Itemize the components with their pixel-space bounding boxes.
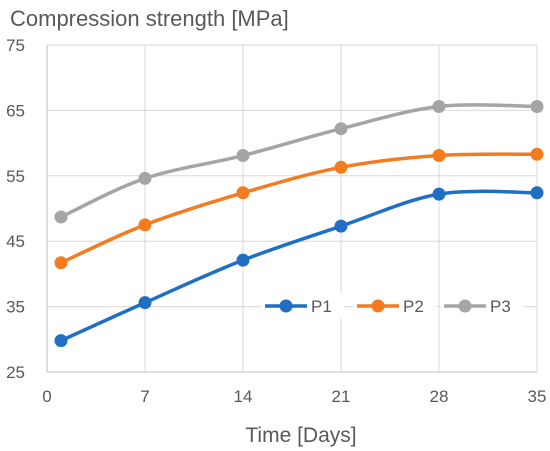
- data-point: [138, 296, 152, 310]
- x-tick-label: 14: [234, 387, 253, 406]
- data-point: [236, 253, 250, 267]
- x-tick-label: 21: [332, 387, 351, 406]
- y-tick-label: 35: [6, 298, 25, 317]
- data-point: [432, 99, 446, 113]
- grid-lines: [47, 44, 538, 372]
- legend-label: P3: [490, 297, 511, 316]
- data-point: [138, 218, 152, 232]
- series-p2: [54, 147, 544, 270]
- data-point: [54, 210, 68, 224]
- series-line: [59, 189, 539, 343]
- x-axis-title: Time [Days]: [245, 424, 356, 447]
- series-line: [59, 152, 539, 265]
- series-layer: [54, 99, 544, 348]
- legend-item-p2: P2: [354, 294, 436, 318]
- legend: P1 P2 P3: [262, 294, 523, 318]
- data-point: [334, 122, 348, 136]
- legend-label: P2: [403, 297, 424, 316]
- y-tick-label: 75: [6, 36, 25, 55]
- legend-label: P1: [311, 297, 332, 316]
- data-point: [138, 171, 152, 185]
- series-p1: [54, 186, 544, 348]
- chart-title: Compression strength [MPa]: [10, 6, 289, 31]
- data-point: [530, 186, 544, 200]
- legend-item-p1: P1: [262, 294, 344, 318]
- data-point: [530, 147, 544, 161]
- x-tick-label: 0: [42, 387, 51, 406]
- data-point: [530, 99, 544, 113]
- data-point: [432, 187, 446, 201]
- data-point: [334, 160, 348, 174]
- data-point: [54, 256, 68, 270]
- series-line: [59, 103, 539, 219]
- legend-marker: [371, 299, 385, 313]
- y-tick-label: 65: [6, 101, 25, 120]
- data-point: [236, 186, 250, 200]
- x-tick-label: 28: [430, 387, 449, 406]
- legend-marker: [279, 299, 293, 313]
- series-p3: [54, 99, 544, 224]
- data-point: [236, 149, 250, 163]
- y-tick-label: 55: [6, 167, 25, 186]
- data-point: [54, 334, 68, 348]
- data-point: [334, 219, 348, 233]
- legend-marker: [458, 299, 472, 313]
- axes: 25 35 45 55 65 75 0 7 14 21 28 35: [6, 36, 546, 406]
- x-tick-label: 35: [528, 387, 547, 406]
- data-point: [432, 149, 446, 163]
- y-tick-label: 45: [6, 232, 25, 251]
- y-tick-label: 25: [6, 363, 25, 382]
- x-tick-label: 7: [140, 387, 149, 406]
- legend-item-p3: P3: [441, 294, 523, 318]
